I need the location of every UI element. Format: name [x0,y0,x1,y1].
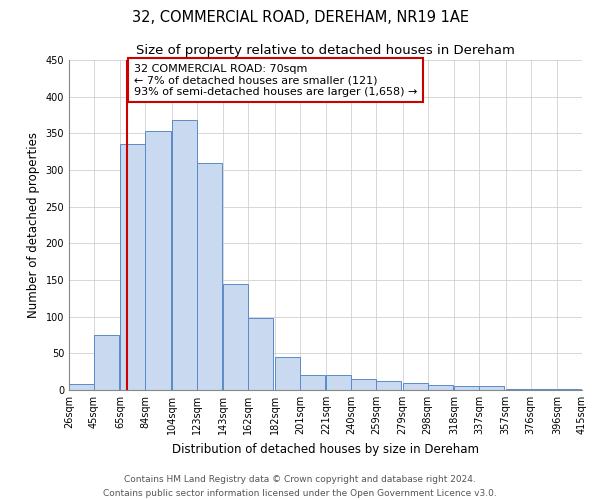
Bar [479,386,504,390]
Bar [351,379,376,390]
Bar [557,388,582,390]
Bar [145,131,170,390]
Bar [94,335,119,390]
Y-axis label: Number of detached properties: Number of detached properties [27,132,40,318]
Bar [326,376,351,390]
Bar [376,381,401,390]
Bar [172,120,197,390]
Bar [403,382,428,390]
Bar [223,284,248,390]
Bar [428,385,453,390]
Bar [197,162,222,390]
Bar [454,386,479,390]
Bar [506,388,530,390]
Text: Contains HM Land Registry data © Crown copyright and database right 2024.
Contai: Contains HM Land Registry data © Crown c… [103,476,497,498]
Text: 32 COMMERCIAL ROAD: 70sqm
← 7% of detached houses are smaller (121)
93% of semi-: 32 COMMERCIAL ROAD: 70sqm ← 7% of detach… [134,64,417,97]
Bar [121,144,145,390]
Text: 32, COMMERCIAL ROAD, DEREHAM, NR19 1AE: 32, COMMERCIAL ROAD, DEREHAM, NR19 1AE [131,10,469,25]
Bar [300,376,325,390]
Bar [69,384,94,390]
Title: Size of property relative to detached houses in Dereham: Size of property relative to detached ho… [136,44,515,58]
Bar [275,357,300,390]
Bar [248,318,274,390]
X-axis label: Distribution of detached houses by size in Dereham: Distribution of detached houses by size … [172,442,479,456]
